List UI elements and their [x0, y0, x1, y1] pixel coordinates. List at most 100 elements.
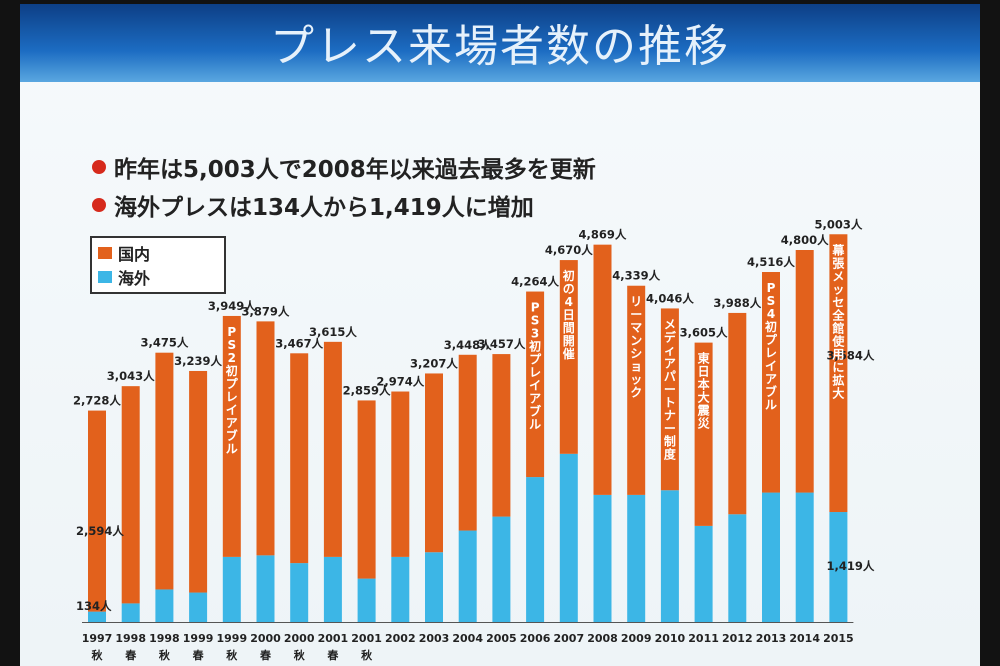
bar-segment-domestic: [660, 308, 679, 491]
bar-segment-domestic: [357, 400, 376, 579]
x-tick-label-season: 秋: [294, 648, 306, 662]
bar-annotation: 東日本大震災: [698, 351, 711, 431]
x-tick-label-season: 秋: [159, 648, 171, 662]
bar-segment-domestic: [694, 342, 713, 526]
total-data-label: 3,988人: [713, 296, 761, 310]
bar-segment-overseas: [121, 603, 140, 622]
bullet-dot-icon: [92, 198, 106, 212]
bar-segment-domestic: [795, 250, 814, 493]
bar-segment-domestic: [256, 321, 275, 556]
x-tick-label-year: 1998: [149, 632, 180, 645]
x-tick-label-year: 2011: [688, 632, 719, 645]
legend-item-domestic: 国内: [98, 241, 218, 265]
x-tick-label-year: 2003: [419, 632, 450, 645]
total-data-label: 4,670人: [545, 243, 593, 257]
x-tick-label-season: 秋: [226, 648, 238, 662]
bar-annotation: メディアパートナー制度: [664, 317, 677, 461]
bar-segment-domestic: [290, 353, 309, 564]
total-data-label: 3,475人: [140, 336, 188, 350]
bar-annotation: 幕張メッセ全館使用に拡大: [831, 242, 845, 400]
bar-segment-domestic: [492, 354, 511, 517]
total-data-label: 4,046人: [646, 291, 694, 305]
bullet-dot-icon: [92, 160, 106, 174]
x-tick-label-year: 2005: [486, 632, 517, 645]
bar-segment-overseas: [88, 611, 106, 622]
bar-annotation: リーマンショック: [630, 295, 642, 400]
segment-data-label: 134人: [76, 599, 112, 613]
bar-segment-overseas: [155, 589, 174, 622]
bar-segment-overseas: [795, 492, 814, 622]
legend-label-domestic: 国内: [118, 245, 151, 264]
total-data-label: 2,859人: [343, 383, 391, 397]
total-data-label: 4,516人: [747, 255, 795, 269]
bar-segment-domestic: [762, 272, 780, 493]
x-tick-label-season: 春: [193, 648, 205, 662]
x-tick-label-year: 2008: [587, 632, 618, 645]
x-tick-label-season: 春: [327, 648, 339, 662]
title-banner: プレス来場者数の推移: [20, 4, 980, 82]
bar-segment-overseas: [189, 592, 208, 622]
bar-segment-overseas: [256, 555, 275, 622]
bar-annotation: 初の 4 日間開催: [563, 268, 575, 361]
bullet-item: 海外プレスは134人から1,419人に増加: [92, 188, 596, 222]
legend-swatch-domestic: [98, 247, 112, 259]
x-tick-label-year: 2006: [520, 632, 551, 645]
segment-data-label: 3,584人: [826, 348, 874, 362]
x-tick-label-year: 2012: [722, 632, 753, 645]
total-data-label: 3,615人: [309, 325, 357, 339]
total-data-label: 3,949人: [208, 299, 256, 313]
total-data-label: 4,339人: [612, 269, 660, 283]
x-tick-label-year: 2000: [284, 632, 315, 645]
x-tick-label-year: 2010: [655, 632, 686, 645]
bar-segment-overseas: [728, 514, 747, 622]
bar-segment-overseas: [391, 556, 410, 622]
bar-segment-overseas: [458, 530, 477, 622]
x-tick-label-year: 2009: [621, 632, 652, 645]
bar-segment-overseas: [323, 556, 342, 622]
x-tick-label-year: 2002: [385, 632, 416, 645]
x-tick-label-year: 1999: [216, 632, 247, 645]
x-tick-label-season: 春: [125, 648, 137, 662]
bullet-text: 昨年は5,003人で2008年以来過去最多を更新: [114, 157, 596, 183]
bar-annotation: P S 4 初プレイアブル: [765, 281, 778, 412]
x-tick-label-season: 秋: [92, 648, 104, 662]
bar-segment-overseas: [559, 453, 578, 622]
segment-data-label: 2,594人: [76, 524, 124, 538]
bar-segment-domestic: [458, 354, 477, 531]
bar-segment-domestic: [323, 341, 342, 557]
bar-segment-overseas: [425, 552, 443, 622]
bar-annotation: P S 3 初プレイアブル: [529, 301, 542, 432]
total-data-label: 3,467人: [275, 336, 323, 350]
total-data-label: 3,207人: [410, 356, 458, 370]
total-data-label: 3,043人: [107, 369, 155, 383]
legend-label-overseas: 海外: [118, 269, 151, 288]
legend-item-overseas: 海外: [98, 265, 218, 289]
bar-segment-overseas: [492, 516, 511, 622]
bullet-item: 昨年は5,003人で2008年以来過去最多を更新: [92, 150, 596, 184]
x-tick-label-year: 1998: [115, 632, 146, 645]
slide: プレス来場者数の推移 昨年は5,003人で2008年以来過去最多を更新 海外プレ…: [20, 4, 980, 666]
total-data-label: 4,800人: [781, 233, 829, 247]
total-data-label: 4,264人: [511, 275, 559, 289]
bar-segment-domestic: [189, 370, 208, 593]
segment-data-label: 1,419人: [826, 559, 874, 573]
total-data-label: 2,728人: [73, 394, 121, 408]
bar-segment-domestic: [627, 285, 646, 495]
bullet-list: 昨年は5,003人で2008年以来過去最多を更新 海外プレスは134人から1,4…: [92, 150, 596, 226]
bullet-text: 海外プレスは134人から1,419人に増加: [114, 195, 534, 221]
total-data-label: 3,605人: [680, 326, 728, 340]
x-tick-label-year: 2014: [789, 632, 820, 645]
bar-segment-overseas: [694, 525, 713, 622]
x-tick-label-year: 2015: [823, 632, 854, 645]
bar-segment-overseas: [762, 492, 780, 622]
bar-chart: 2,728人 1997 秋 3,043人 1998 春 3,475人 1998 秋 3,239人 1…: [73, 217, 875, 662]
x-tick-label-year: 2001: [351, 632, 382, 645]
x-tick-label-year: 1997: [82, 632, 113, 645]
bar-segment-overseas: [290, 563, 309, 622]
total-data-label: 3,239人: [174, 354, 222, 368]
bar-segment-overseas: [829, 512, 848, 622]
total-data-label: 2,974人: [376, 375, 424, 389]
bar-segment-domestic: [526, 291, 545, 478]
bar-segment-domestic: [155, 352, 174, 590]
bar-segment-overseas: [627, 494, 646, 622]
